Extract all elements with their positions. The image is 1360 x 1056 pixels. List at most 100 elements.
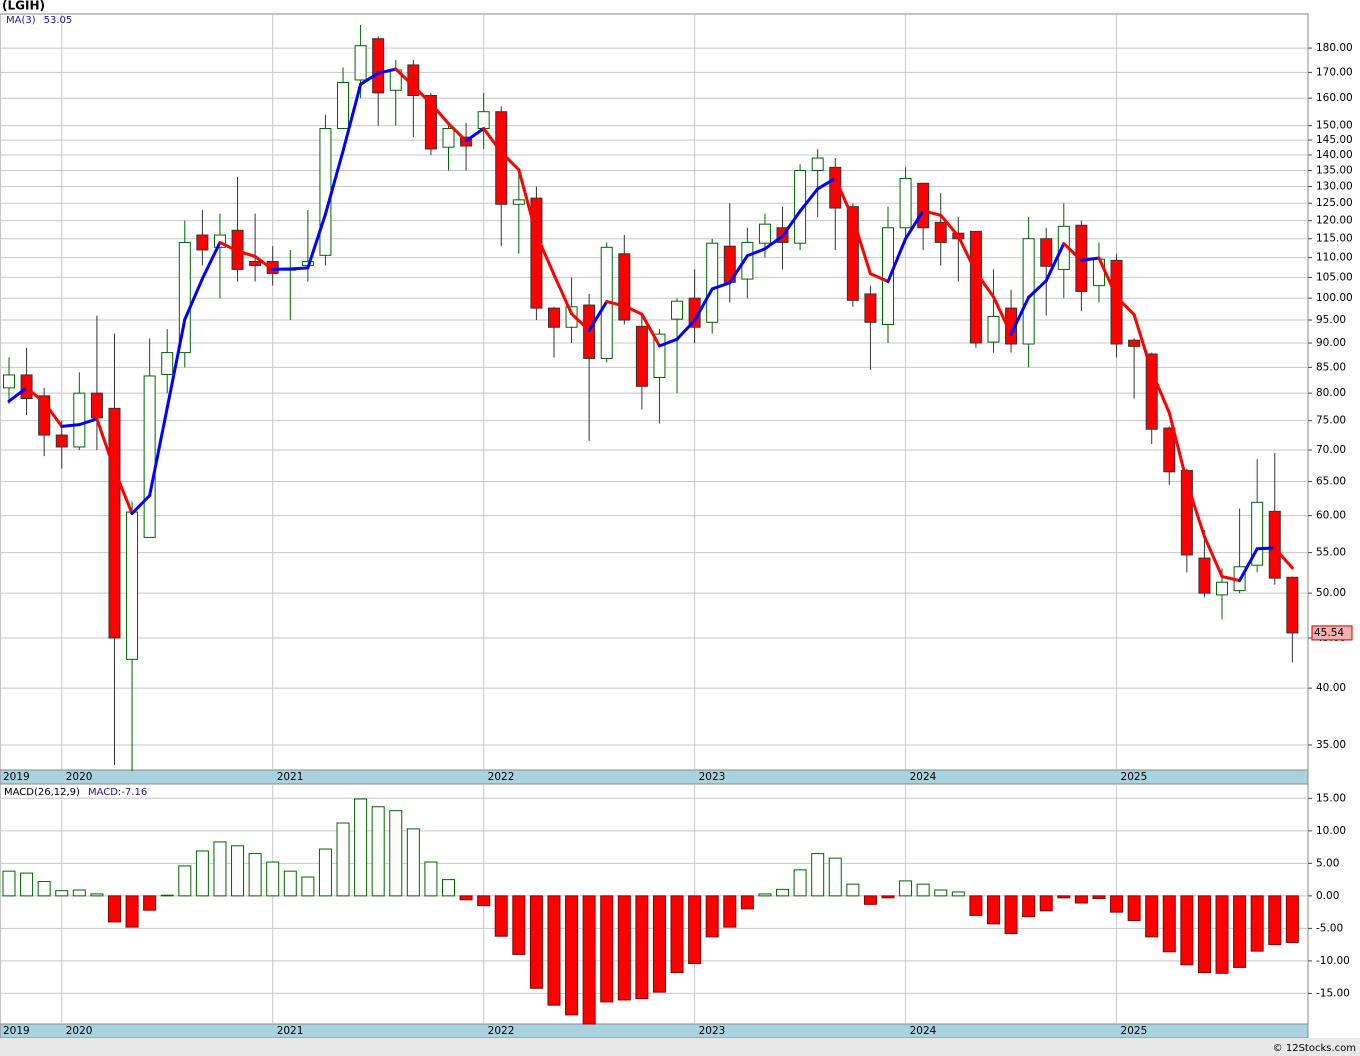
ma-segment — [605, 300, 626, 308]
ma-segment — [1132, 313, 1154, 373]
y-tick-label: 80.00 — [1316, 387, 1346, 399]
y-tick-label: 15.00 — [1316, 792, 1346, 804]
chart-title: (LGIH) — [2, 0, 45, 13]
macd-bar — [1180, 895, 1194, 966]
candle-body — [90, 392, 103, 419]
candle-body — [671, 300, 684, 320]
macd-bar — [1092, 895, 1106, 899]
legend-value: 53.05 — [44, 15, 73, 26]
candle-body — [196, 234, 209, 251]
ma-segment — [622, 304, 644, 316]
x-tick-label: 2020 — [66, 771, 93, 783]
ma-segment — [218, 240, 240, 253]
macd-bar — [723, 895, 737, 928]
candle-body — [178, 241, 191, 354]
macd-bar — [37, 881, 51, 897]
ma-segment — [482, 126, 503, 154]
macd-bar — [1074, 895, 1088, 904]
candle-body — [741, 241, 754, 280]
candle-body — [1022, 238, 1035, 345]
ma-segment — [534, 233, 556, 277]
macd-bar — [248, 853, 262, 897]
candle-body — [1251, 501, 1264, 566]
x-tick-label: 2024 — [910, 771, 937, 783]
candle-body — [55, 434, 68, 448]
ma-segment — [411, 84, 433, 106]
macd-bar — [828, 857, 842, 897]
ma-segment — [921, 209, 943, 217]
macd-bar — [406, 828, 420, 897]
y-tick-label: 170.00 — [1316, 66, 1353, 78]
y-tick-label: 130.00 — [1316, 181, 1353, 193]
macd-bar — [1057, 895, 1071, 899]
candle-body — [635, 325, 648, 387]
macd-bar — [354, 798, 368, 897]
macd-bar — [652, 895, 666, 993]
y-tick-label: 115.00 — [1316, 233, 1353, 245]
ma-segment — [1027, 279, 1048, 299]
ma-segment — [991, 295, 1013, 336]
ma-segment — [868, 272, 890, 284]
candle-body — [1216, 581, 1229, 596]
candle-body — [530, 197, 543, 309]
macd-bar — [2, 870, 16, 897]
y-tick-label: 55.00 — [1316, 547, 1346, 559]
macd-bar — [72, 889, 86, 897]
y-tick-label: 5.00 — [1316, 857, 1339, 869]
candle-body — [161, 352, 174, 375]
ma-segment — [7, 386, 29, 403]
candle-body — [126, 511, 139, 660]
macd-bar — [90, 893, 104, 897]
ma-segment — [570, 312, 591, 332]
last-price-label: 45.54 — [1314, 627, 1344, 639]
candle-body — [864, 293, 877, 323]
macd-bar — [1197, 895, 1211, 974]
ma-segment — [95, 417, 116, 472]
ma-segment — [447, 122, 468, 143]
ma-segment — [306, 212, 327, 270]
macd-bar — [266, 861, 280, 897]
macd-bar — [1215, 895, 1229, 974]
y-tick-label: 10.00 — [1316, 825, 1346, 837]
macd-bar — [1110, 895, 1124, 913]
candle-body — [354, 45, 367, 81]
macd-bar — [107, 895, 121, 923]
x-tick-label: 2021 — [277, 1025, 304, 1037]
y-tick-label: 140.00 — [1316, 149, 1353, 161]
y-tick-label: 50.00 — [1316, 587, 1346, 599]
x-tick-label: 2021 — [277, 771, 304, 783]
macd-bar — [600, 895, 614, 1003]
ma-segment — [1238, 547, 1259, 583]
candle-body — [1163, 427, 1176, 473]
ma-segment — [77, 417, 99, 427]
macd-bar — [793, 869, 807, 897]
y-tick-label: 100.00 — [1316, 292, 1353, 304]
candle-body — [547, 307, 560, 328]
macd-bar — [160, 894, 174, 897]
macd-bar — [1285, 895, 1299, 943]
ma-segment — [323, 149, 345, 216]
y-tick-label: -10.00 — [1316, 955, 1350, 967]
ma-segment — [517, 168, 538, 237]
candle-body — [1145, 353, 1158, 430]
ma-segment — [552, 273, 574, 316]
candle-body — [319, 127, 332, 256]
y-tick-label: 0.00 — [1316, 890, 1339, 902]
macd-bar — [20, 872, 34, 897]
macd-bar — [1004, 895, 1018, 935]
ma-segment — [1202, 535, 1224, 578]
ma-segment — [710, 281, 732, 291]
candle-body — [811, 157, 824, 171]
ma-segment — [464, 126, 486, 143]
ma-segment — [165, 318, 187, 410]
macd-bar — [635, 895, 649, 1000]
ma-segment — [798, 187, 820, 213]
x-tick-label: 2023 — [699, 771, 726, 783]
y-tick-label: 65.00 — [1316, 476, 1346, 488]
y-tick-label: 60.00 — [1316, 510, 1346, 522]
legend-name: MA(3) — [6, 15, 36, 26]
macd-bar — [776, 888, 790, 897]
candle-body — [706, 242, 719, 323]
x-tick-label: 2019 — [3, 1025, 30, 1037]
